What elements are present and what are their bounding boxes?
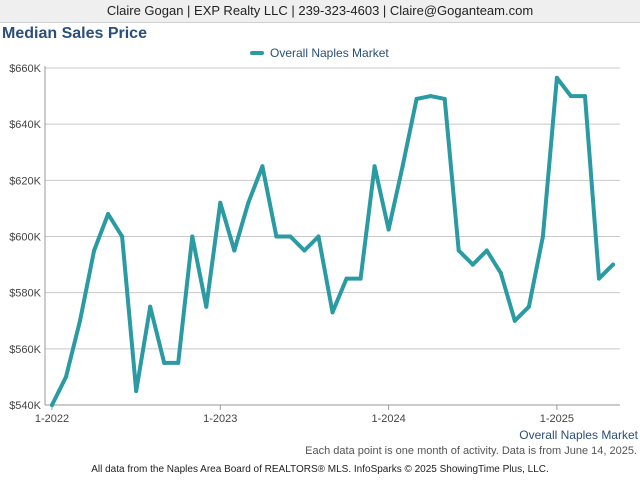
data-point — [582, 94, 587, 99]
data-point — [232, 248, 237, 253]
footer-credits: All data from the Naples Area Board of R… — [91, 464, 549, 475]
data-note: Each data point is one month of activity… — [305, 445, 637, 457]
data-point — [554, 75, 559, 80]
x-tick-label: 1-2025 — [540, 413, 574, 425]
y-tick-label: $600K — [9, 232, 41, 244]
y-tick-label: $560K — [9, 344, 41, 356]
data-point — [330, 310, 335, 315]
data-point — [204, 304, 209, 309]
data-point — [274, 234, 279, 239]
x-tick-label: 1-2022 — [35, 413, 69, 425]
data-point — [246, 200, 251, 205]
data-point — [568, 94, 573, 99]
data-point — [484, 248, 489, 253]
series-layer — [50, 75, 615, 407]
data-point — [596, 276, 601, 281]
y-tick-label: $540K — [9, 400, 41, 412]
data-point — [120, 234, 125, 239]
data-point — [386, 227, 391, 232]
data-point — [470, 262, 475, 267]
y-tick-label: $660K — [9, 63, 41, 75]
legend-swatch — [250, 51, 264, 55]
chart-title: Median Sales Price — [2, 25, 147, 42]
x-tick-label: 1-2023 — [203, 413, 237, 425]
data-point — [526, 304, 531, 309]
chart-legend[interactable]: Overall Naples Market — [250, 46, 389, 60]
data-point — [456, 248, 461, 253]
data-point — [148, 304, 153, 309]
y-tick-label: $620K — [9, 175, 41, 187]
data-point — [358, 276, 363, 281]
data-point — [176, 360, 181, 365]
grid-lines — [45, 67, 620, 406]
data-point — [92, 248, 97, 253]
x-axis-label: Overall Naples Market — [519, 428, 638, 442]
data-point — [316, 234, 321, 239]
legend-label: Overall Naples Market — [270, 46, 389, 60]
data-point — [78, 318, 83, 323]
data-point — [414, 96, 419, 101]
data-point — [400, 164, 405, 169]
data-point — [344, 276, 349, 281]
data-point — [372, 164, 377, 169]
data-point — [428, 94, 433, 99]
data-point — [498, 271, 503, 276]
x-tick-labels: 1-2022 1-2023 1-2024 1-2025 — [35, 413, 574, 425]
data-point — [190, 234, 195, 239]
data-point — [512, 318, 517, 323]
data-point — [64, 374, 69, 379]
y-tick-labels: $540K $560K $580K $600K $620K $640K $660K — [9, 63, 41, 412]
series-line-0 — [50, 75, 615, 407]
data-point — [302, 248, 307, 253]
data-point — [442, 96, 447, 101]
data-point — [50, 403, 54, 407]
y-tick-label: $580K — [9, 288, 41, 300]
data-point — [611, 262, 615, 267]
data-point — [162, 360, 167, 365]
contact-header: Claire Gogan | EXP Realty LLC | 239-323-… — [0, 0, 640, 23]
data-point — [260, 164, 265, 169]
x-tick-label: 1-2024 — [371, 413, 405, 425]
data-point — [218, 200, 223, 205]
data-point — [288, 234, 293, 239]
data-point — [106, 212, 111, 217]
data-point — [540, 234, 545, 239]
data-point — [134, 388, 139, 393]
y-tick-label: $640K — [9, 119, 41, 131]
contact-text: Claire Gogan | EXP Realty LLC | 239-323-… — [106, 3, 534, 18]
